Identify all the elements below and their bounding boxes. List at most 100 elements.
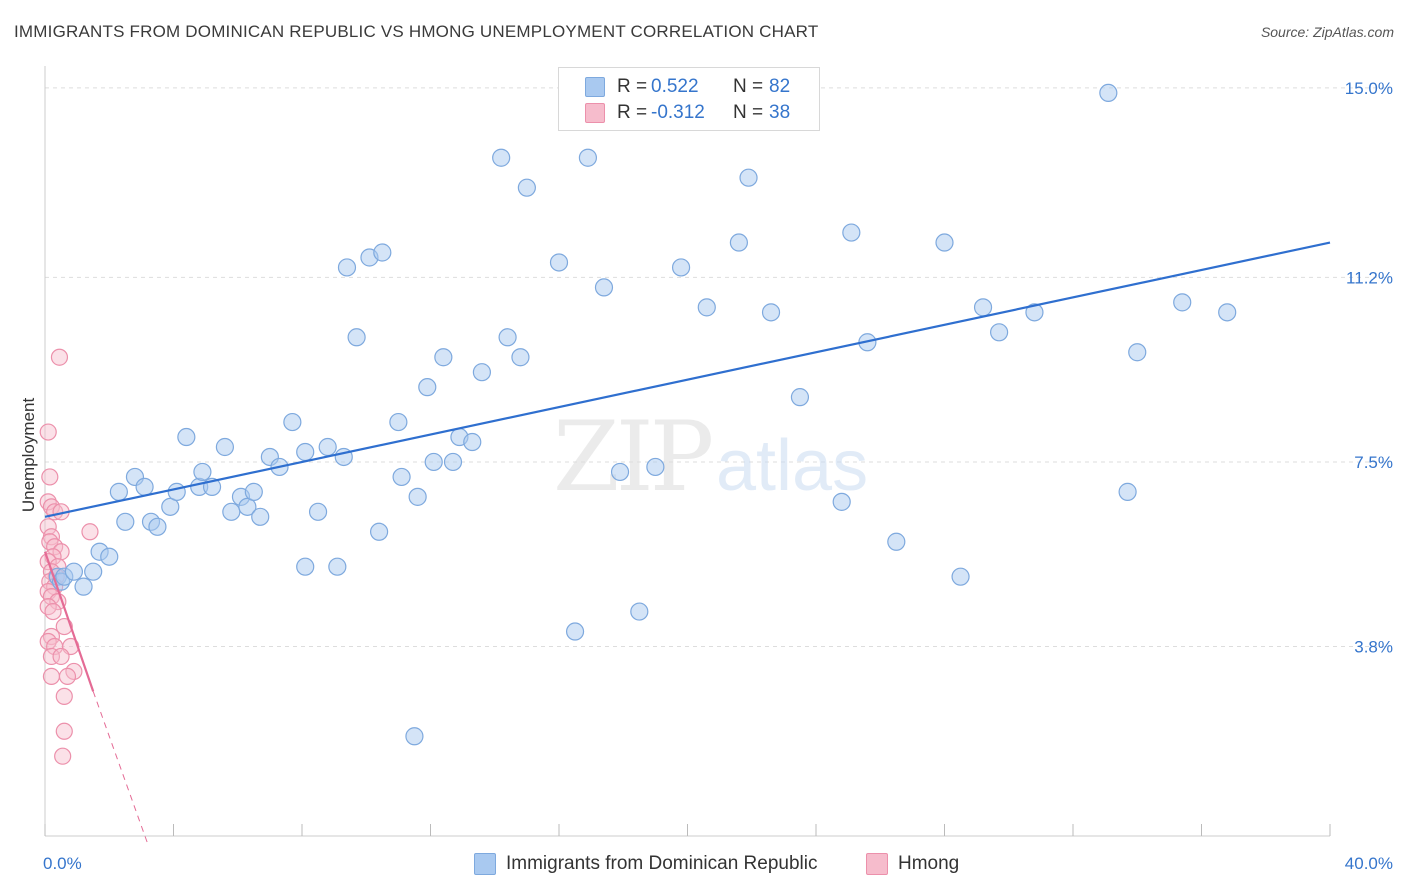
dominican-point [630,602,649,621]
dominican-point [161,497,180,516]
dominican-point [328,557,347,576]
dominican-point [498,328,517,347]
dominican-point [389,412,408,432]
y-axis-label: Unemployment [19,398,38,513]
dominican-point [370,522,389,541]
x-tick-label: 40.0% [1345,854,1393,873]
series-legend-hmong: Hmong [866,852,959,876]
legend-r-label: R = [617,102,648,123]
dominican-point [990,323,1009,342]
dominican-point [594,278,614,297]
dominican-point [392,467,411,487]
dominican-point [790,388,810,407]
series-label-hmong: Hmong [898,853,960,874]
dominican-point [463,432,482,452]
dominican-point [222,502,241,521]
dominican-point [148,517,167,536]
legend-n-value: 82 [769,76,791,97]
x-tick-label: 0.0% [43,854,82,873]
hmong-trend-extension [92,691,149,845]
hmong-point [54,747,72,765]
dominican-point [565,622,585,641]
dominican-point [135,477,154,496]
x-tick-labels: 0.0% 40.0% [43,854,1393,873]
dominican-point [405,727,424,746]
y-tick-label: 15.0% [1345,79,1393,98]
dominican-point [296,557,315,576]
hmong-point [42,647,61,666]
dominican-point [167,482,186,501]
stats-legend: R = 0.522 N = 82 R = -0.312 N = 38 [558,67,820,131]
dominican-point [64,562,84,581]
dominican-point [318,437,337,457]
dominican-point [177,427,196,447]
dominican-points [48,83,1237,746]
dominican-point [671,258,691,277]
dominican-point [1173,293,1192,312]
dominican-point [109,482,128,501]
legend-n-label: N = [733,102,764,123]
dominican-point [739,168,758,187]
axes [44,66,1331,837]
dominican-point [193,462,212,482]
dominican-point [244,482,263,501]
dominican-point [973,298,993,317]
dominican-point [517,178,536,197]
legend-n-value: 38 [769,102,791,123]
dominican-point [84,562,103,581]
grid-lines [45,87,1390,647]
hmong-point [52,647,70,666]
hmong-point [42,627,61,646]
dominican-trend-line [44,241,1331,518]
dominican-point [729,233,749,252]
y-tick-label: 11.2% [1346,268,1393,287]
dominican-point [887,532,906,551]
series-legend-dominican: Immigrants from Dominican Republic [474,852,818,876]
dominican-point [549,253,569,272]
hmong-point [50,348,69,366]
watermark-atlas: atlas [716,426,868,506]
dominican-point [283,412,302,432]
hmong-point [58,667,77,686]
dominican-point [610,462,630,482]
hmong-point [39,518,57,536]
hmong-point [39,423,57,441]
dominican-point [100,547,119,566]
legend-r-value: -0.312 [651,102,705,123]
dominican-point [424,452,443,472]
dominican-point [951,567,970,586]
hmong-point [41,468,59,486]
dominican-point [935,233,954,252]
dominican-point [1218,303,1237,322]
dominican-point [337,258,357,277]
dominican-point [116,512,135,531]
dominican-point [373,243,392,262]
series-swatch-blue [474,853,496,875]
hmong-point [42,667,61,686]
dominican-point [1099,83,1118,103]
source-credit: Source: ZipAtlas.com [1260,24,1394,40]
dominican-point [347,328,366,347]
dominican-point [832,492,851,511]
dominican-point [1025,303,1044,322]
legend-swatch-blue [585,77,605,97]
hmong-point [39,597,57,616]
dominican-point [1118,482,1137,501]
dominican-point [578,148,598,167]
series-swatch-pink [866,853,888,875]
y-tick-labels: 3.8% 7.5% 11.2% 15.0% [1345,79,1393,657]
dominican-point [434,348,453,367]
dominican-point [697,298,716,317]
dominican-point [646,457,665,477]
dominican-point [492,148,511,167]
hmong-points [39,348,99,765]
dominican-point [472,363,491,382]
dominican-point [215,437,234,457]
hmong-trend-line [43,551,95,692]
dominican-point [1128,343,1147,362]
trend-lines [43,241,1331,845]
legend-r-label: R = [617,76,648,97]
legend-row-hmong: R = -0.312 N = 38 [585,100,790,126]
legend-swatch-pink [585,103,605,123]
dominican-point [251,507,270,526]
